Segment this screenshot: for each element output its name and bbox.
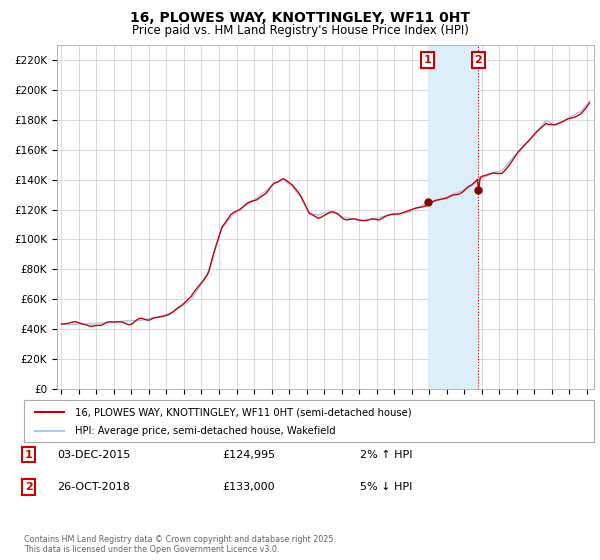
Text: 2: 2 [475,55,482,65]
Text: 16, PLOWES WAY, KNOTTINGLEY, WF11 0HT: 16, PLOWES WAY, KNOTTINGLEY, WF11 0HT [130,11,470,25]
Text: 1: 1 [424,55,431,65]
Text: 5% ↓ HPI: 5% ↓ HPI [360,482,412,492]
Text: 03-DEC-2015: 03-DEC-2015 [57,450,130,460]
Bar [428,45,478,389]
Text: 2% ↑ HPI: 2% ↑ HPI [360,450,413,460]
Text: Price paid vs. HM Land Registry's House Price Index (HPI): Price paid vs. HM Land Registry's House … [131,24,469,36]
Text: 2: 2 [25,482,32,492]
Text: HPI: Average price, semi-detached house, Wakefield: HPI: Average price, semi-detached house,… [76,426,336,436]
Text: £124,995: £124,995 [222,450,275,460]
Text: £133,000: £133,000 [222,482,275,492]
Text: 1: 1 [25,450,32,460]
Text: 26-OCT-2018: 26-OCT-2018 [57,482,130,492]
Text: 16, PLOWES WAY, KNOTTINGLEY, WF11 0HT (semi-detached house): 16, PLOWES WAY, KNOTTINGLEY, WF11 0HT (s… [76,407,412,417]
Text: Contains HM Land Registry data © Crown copyright and database right 2025.
This d: Contains HM Land Registry data © Crown c… [24,535,336,554]
